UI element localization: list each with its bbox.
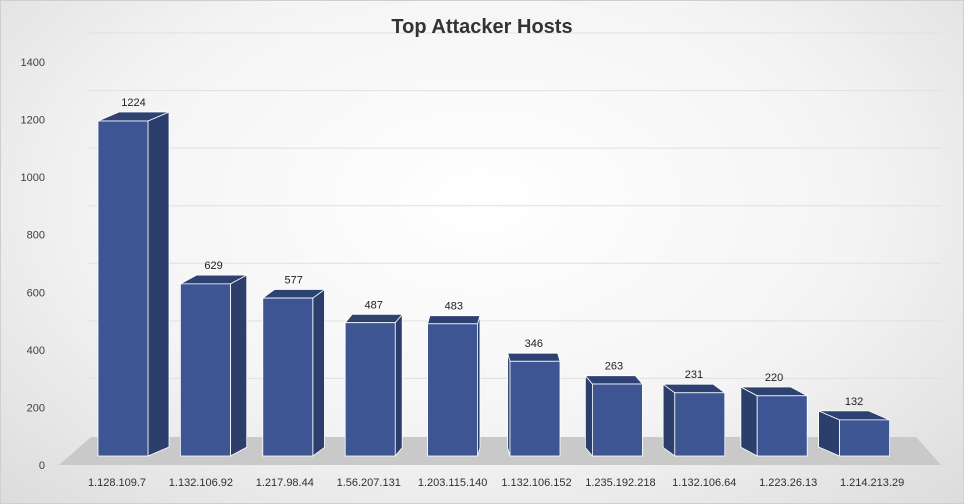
bar-front	[674, 392, 726, 457]
y-tick-label: 800	[27, 230, 45, 242]
x-axis-ticks: 1.128.109.7 1.132.106.92 1.217.98.44 1.56.2…	[88, 477, 904, 489]
x-tick-label: 1.132.106.64	[672, 477, 736, 489]
bar-side	[312, 288, 325, 457]
data-labels: 1224 629 577 487 483 346 263 231 220 132	[121, 97, 863, 408]
x-tick-label: 1.132.106.152	[501, 477, 571, 489]
data-label: 1224	[121, 97, 145, 109]
x-tick-label: 1.203.115.140	[418, 477, 488, 489]
bar-front	[344, 322, 396, 457]
x-tick-label: 1.235.192.218	[585, 477, 655, 489]
bar-5	[427, 315, 481, 457]
y-tick-label: 1200	[21, 115, 45, 127]
data-label: 487	[365, 299, 383, 311]
x-tick-label: 1.223.26.13	[759, 477, 817, 489]
bar-top	[661, 383, 727, 394]
bar-top	[507, 352, 561, 362]
bar-2	[179, 274, 248, 457]
bar-9	[740, 386, 808, 457]
data-label: 220	[765, 372, 783, 384]
bar-side	[740, 386, 758, 457]
bar-7	[584, 374, 644, 458]
chart-title: Top Attacker Hosts	[391, 16, 572, 38]
bar-front	[427, 323, 479, 457]
bar-side	[662, 383, 676, 457]
y-tick-label: 0	[39, 460, 45, 472]
x-tick-label: 1.132.106.92	[169, 477, 233, 489]
y-tick-label: 600	[27, 287, 45, 299]
data-label: 263	[605, 361, 623, 373]
data-label: 132	[845, 396, 863, 408]
bar-top	[584, 375, 644, 385]
x-tick-label: 1.128.109.7	[88, 477, 146, 489]
bar-10	[818, 410, 890, 457]
bar-front	[839, 419, 890, 457]
y-tick-label: 200	[27, 402, 45, 414]
bar-6	[507, 352, 561, 457]
bar-top	[344, 313, 404, 324]
bars	[97, 111, 890, 458]
bar-1	[97, 111, 170, 457]
bar-top	[427, 315, 481, 325]
x-tick-label: 1.217.98.44	[256, 477, 314, 489]
y-axis-ticks: 0 200 400 600 800 1000 1200 1400	[21, 57, 45, 472]
x-tick-label: 1.214.213.29	[840, 477, 904, 489]
bar-side	[585, 374, 593, 458]
bar-side	[394, 313, 403, 458]
data-label: 577	[284, 275, 302, 287]
bar-front	[262, 297, 314, 457]
x-tick-label: 1.56.207.131	[337, 477, 401, 489]
bar-3	[261, 288, 326, 457]
bar-front	[592, 383, 643, 457]
y-tick-label: 1000	[21, 172, 45, 184]
bar-front	[509, 360, 561, 457]
bar-top	[261, 289, 326, 299]
data-label: 346	[525, 338, 543, 350]
bar-8	[661, 383, 727, 457]
y-tick-label: 400	[27, 345, 45, 357]
bar-front	[179, 283, 231, 457]
data-label: 231	[685, 369, 703, 381]
y-tick-label: 1400	[21, 57, 45, 69]
data-label: 483	[445, 301, 463, 313]
bar-front	[756, 395, 808, 457]
bar-side	[229, 274, 248, 457]
data-label: 629	[204, 260, 222, 272]
bar-4	[344, 313, 404, 458]
bar-front	[97, 120, 149, 457]
bar-side	[147, 111, 170, 457]
